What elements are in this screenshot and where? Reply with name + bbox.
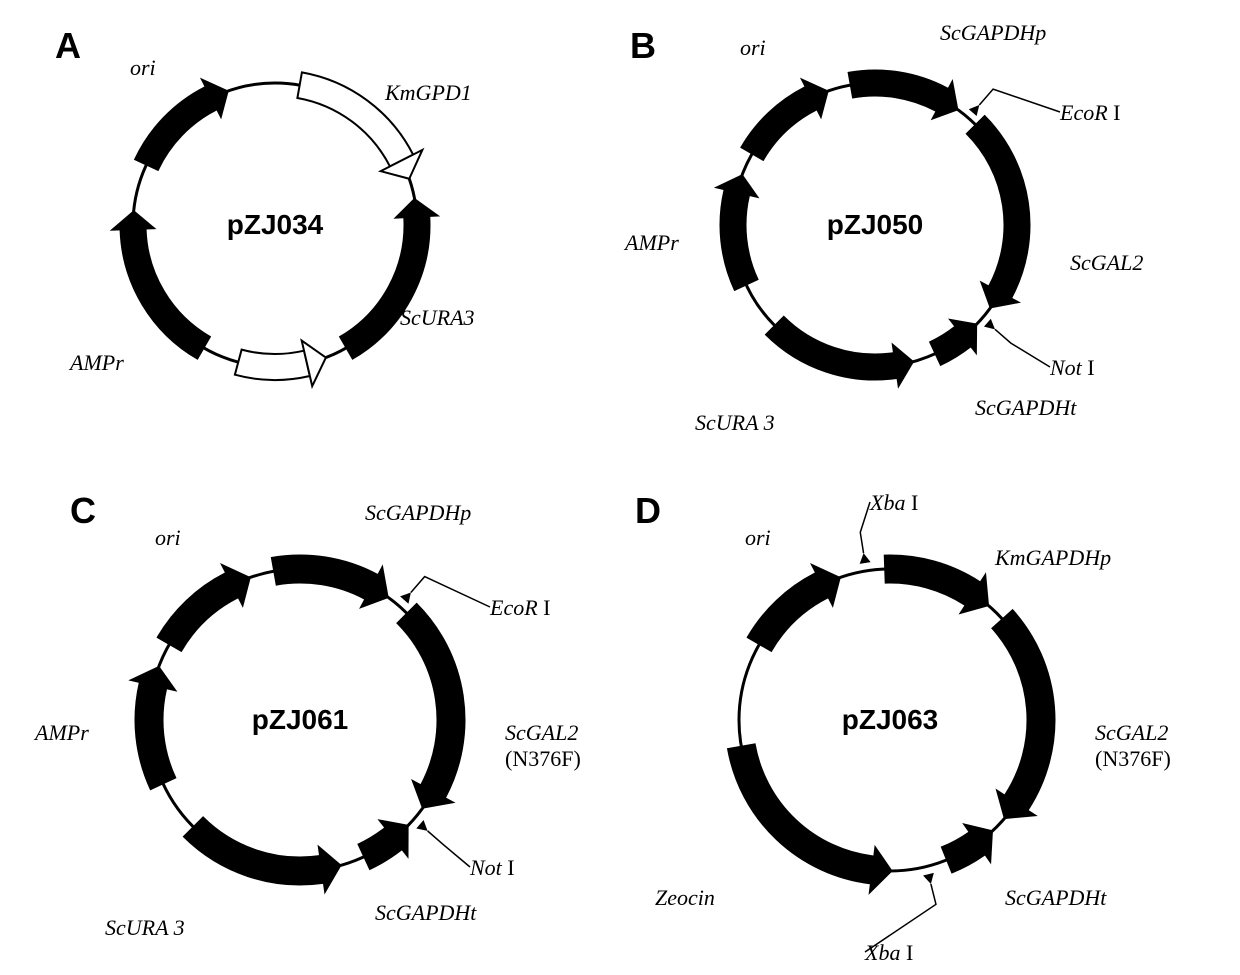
panel-b-feature-EcoRI: EcoR I xyxy=(1060,100,1120,126)
panel-b-label: B xyxy=(630,25,656,67)
panel-c-feature-ScGAPDHt: ScGAPDHt xyxy=(375,900,476,926)
panel-d-feature-XbaI_top: Xba I xyxy=(870,490,918,516)
panel-c-feature-EcoRI: EcoR I xyxy=(490,595,550,621)
panel-a-feature-AMPr: AMPr xyxy=(70,350,124,376)
panel-c-feature-AMPr: AMPr xyxy=(35,720,89,746)
panel-b-feature-ori: ori xyxy=(740,35,766,61)
panel-a-feature-ori: ori xyxy=(130,55,156,81)
plasmid-diagram-svg xyxy=(0,0,1240,975)
plasmid-c-name: pZJ061 xyxy=(252,704,349,736)
panel-a-feature-KmGPD1: KmGPD1 xyxy=(385,80,472,106)
panel-d-label: D xyxy=(635,490,661,532)
panel-b-feature-NotI: Not I xyxy=(1050,355,1095,381)
panel-b-feature-ScGAL2: ScGAL2 xyxy=(1070,250,1143,276)
panel-b-feature-AMPr: AMPr xyxy=(625,230,679,256)
panel-c-feature-ori: ori xyxy=(155,525,181,551)
panel-a-label: A xyxy=(55,25,81,67)
panel-c-feature-ScGAL2: ScGAL2(N376F) xyxy=(505,720,581,772)
panel-c-feature-NotI: Not I xyxy=(470,855,515,881)
panel-d-feature-XbaI_bot: Xba I xyxy=(865,940,913,966)
plasmid-d-name: pZJ063 xyxy=(842,704,939,736)
panel-c-label: C xyxy=(70,490,96,532)
panel-d-feature-Zeocin: Zeocin xyxy=(655,885,715,911)
panel-a-feature-ScURA3: ScURA3 xyxy=(400,305,475,331)
panel-b-feature-ScGAPDHp: ScGAPDHp xyxy=(940,20,1046,46)
panel-d-feature-ScGAL2: ScGAL2(N376F) xyxy=(1095,720,1171,772)
plasmid-a-name: pZJ034 xyxy=(227,209,324,241)
panel-d-feature-ori: ori xyxy=(745,525,771,551)
panel-b-feature-ScURA3: ScURA 3 xyxy=(695,410,775,436)
panel-d-feature-ScGAPDHt: ScGAPDHt xyxy=(1005,885,1106,911)
plasmid-b-name: pZJ050 xyxy=(827,209,924,241)
panel-b-feature-ScGAPDHt: ScGAPDHt xyxy=(975,395,1076,421)
panel-d-feature-KmGAPDHp: KmGAPDHp xyxy=(995,545,1111,571)
panel-c-feature-ScGAPDHp: ScGAPDHp xyxy=(365,500,471,526)
panel-c-feature-ScURA3: ScURA 3 xyxy=(105,915,185,941)
